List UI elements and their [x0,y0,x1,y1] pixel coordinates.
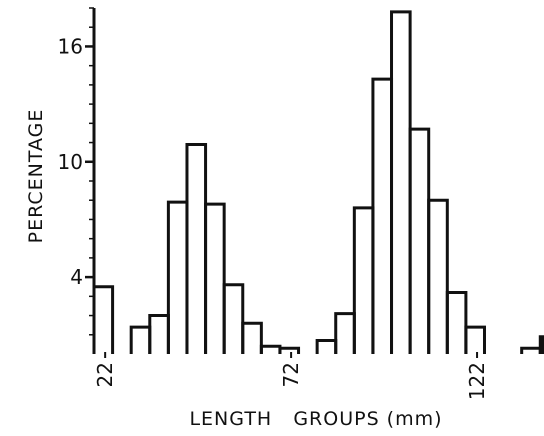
y-tick-labels: 4 10 16 [58,34,83,289]
x-axis [104,352,479,358]
histogram-bar [222,283,245,354]
y-tick-label: 4 [70,265,83,289]
histogram-bar [352,206,375,354]
histogram-bar [148,314,170,354]
y-tick-label: 16 [58,34,83,58]
histogram-bar [427,198,449,354]
y-axis-label: PERCENTAGE [25,109,47,244]
histogram-bar [259,344,282,354]
histogram-bar [464,325,486,354]
histogram-bars [92,10,544,354]
histogram-bar [390,10,412,354]
histogram-bar [371,77,394,354]
histogram-bar [538,335,544,354]
x-axis-label: LENGTH GROUPS (mm) [189,408,442,430]
x-tick-labels: 22 72 122 [93,362,489,400]
histogram-bar [185,142,208,354]
histogram-bar [334,312,356,354]
histogram-bar [278,346,301,354]
x-tick-label: 22 [93,362,117,387]
histogram-bar [520,346,542,354]
histogram-bar [204,202,226,354]
x-tick-label: 72 [279,362,303,387]
histogram-bar [241,321,263,354]
histogram-bar [445,290,468,354]
histogram-bar [315,339,338,354]
histogram-bar [166,200,189,354]
histogram-bar [129,325,152,354]
y-tick-label: 10 [58,150,83,174]
histogram-bar [408,127,431,354]
x-tick-label: 122 [465,362,489,400]
histogram-bar [92,285,115,354]
